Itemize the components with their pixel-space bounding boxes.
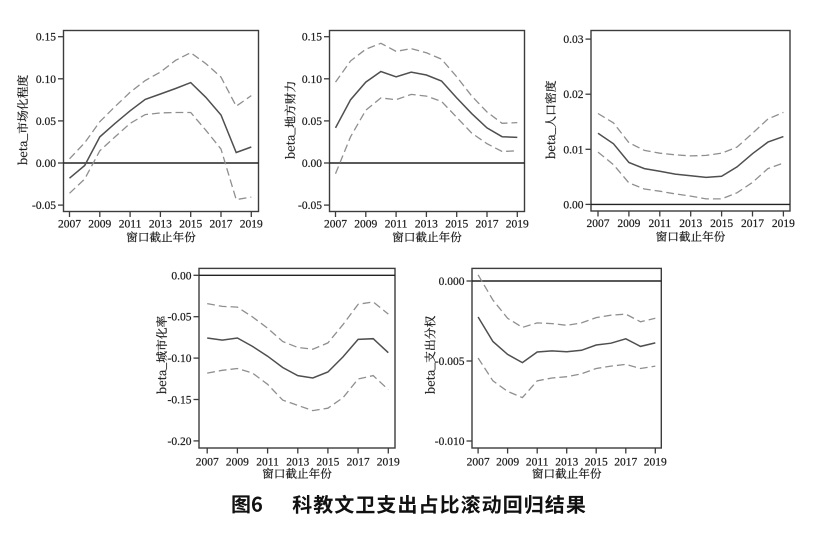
svg-text:2009: 2009: [88, 218, 111, 230]
svg-text:-0.05: -0.05: [32, 200, 56, 212]
svg-text:2015: 2015: [585, 456, 608, 468]
svg-text:2011: 2011: [256, 456, 279, 468]
svg-text:2017: 2017: [741, 218, 764, 230]
svg-text:2019: 2019: [506, 218, 529, 230]
svg-text:2013: 2013: [415, 218, 438, 230]
svg-text:2015: 2015: [445, 218, 468, 230]
svg-text:2011: 2011: [119, 218, 142, 230]
svg-text:2007: 2007: [196, 456, 219, 468]
svg-text:2017: 2017: [210, 218, 233, 230]
svg-text:2013: 2013: [286, 456, 309, 468]
svg-text:2015: 2015: [710, 218, 733, 230]
svg-text:2017: 2017: [614, 456, 637, 468]
svg-text:0.01: 0.01: [563, 144, 583, 156]
svg-text:0.10: 0.10: [302, 74, 322, 86]
svg-text:-0.05: -0.05: [168, 312, 192, 324]
svg-text:2009: 2009: [496, 456, 519, 468]
svg-text:2019: 2019: [377, 456, 400, 468]
svg-text:2019: 2019: [240, 218, 263, 230]
svg-text:2011: 2011: [526, 456, 549, 468]
svg-text:2019: 2019: [644, 456, 667, 468]
svg-text:2017: 2017: [347, 456, 370, 468]
svg-text:2013: 2013: [555, 456, 578, 468]
svg-text:2009: 2009: [617, 218, 640, 230]
svg-text:2011: 2011: [385, 218, 408, 230]
svg-text:-0.005: -0.005: [435, 356, 465, 368]
svg-text:2015: 2015: [179, 218, 202, 230]
svg-text:0.05: 0.05: [36, 116, 56, 128]
svg-text:2007: 2007: [467, 456, 490, 468]
svg-text:2013: 2013: [679, 218, 702, 230]
svg-text:0.00: 0.00: [36, 158, 56, 170]
svg-text:0.00: 0.00: [171, 270, 191, 282]
svg-text:2007: 2007: [587, 218, 610, 230]
svg-text:0.10: 0.10: [36, 74, 56, 86]
svg-text:0.05: 0.05: [302, 116, 322, 128]
svg-text:-0.15: -0.15: [168, 395, 192, 407]
svg-text:0.00: 0.00: [563, 199, 583, 211]
svg-text:0.02: 0.02: [563, 89, 583, 101]
svg-text:0.15: 0.15: [36, 32, 56, 44]
svg-text:2019: 2019: [772, 218, 795, 230]
svg-text:2011: 2011: [649, 218, 672, 230]
svg-text:2009: 2009: [354, 218, 377, 230]
svg-text:0.000: 0.000: [439, 276, 465, 288]
svg-text:-0.05: -0.05: [298, 200, 322, 212]
svg-text:2007: 2007: [58, 218, 81, 230]
svg-text:0.15: 0.15: [302, 32, 322, 44]
svg-text:-0.20: -0.20: [168, 436, 192, 448]
svg-text:0.03: 0.03: [563, 34, 583, 46]
svg-text:2009: 2009: [226, 456, 249, 468]
svg-text:2013: 2013: [149, 218, 172, 230]
svg-text:-0.010: -0.010: [435, 436, 465, 448]
svg-text:2007: 2007: [324, 218, 347, 230]
svg-text:2015: 2015: [316, 456, 339, 468]
svg-text:0.00: 0.00: [302, 158, 322, 170]
svg-text:2017: 2017: [476, 218, 499, 230]
svg-text:-0.10: -0.10: [168, 353, 192, 365]
